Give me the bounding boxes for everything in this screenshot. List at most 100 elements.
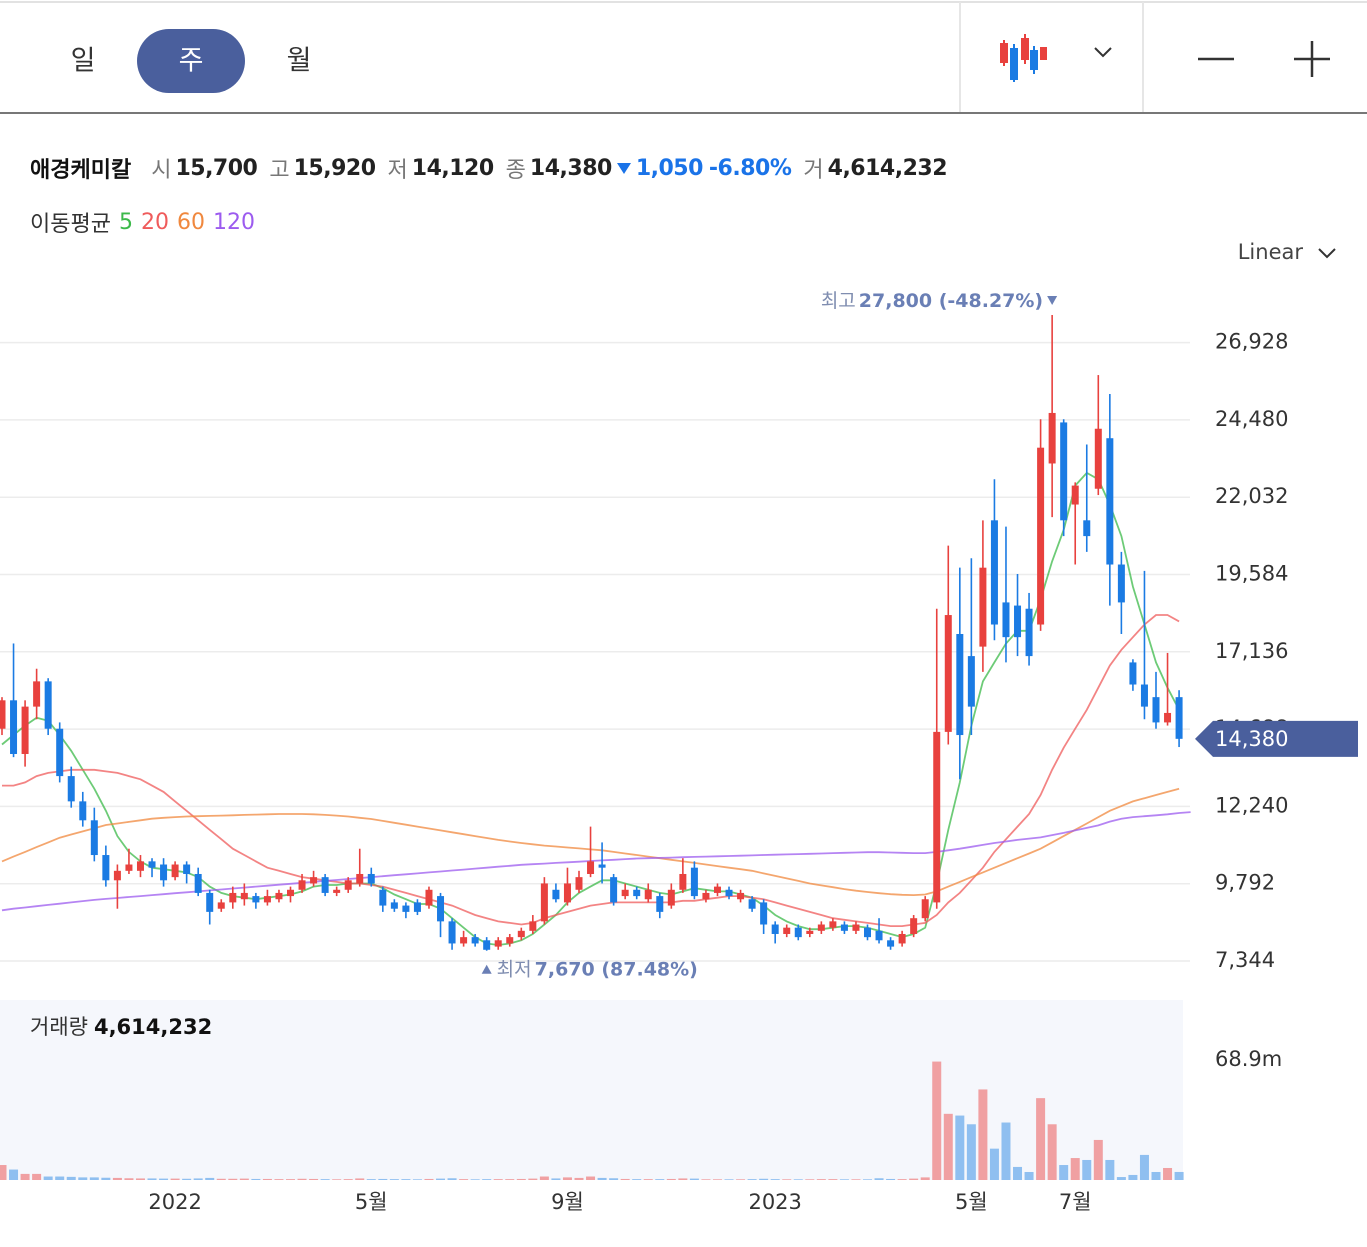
candle-body xyxy=(1175,697,1183,739)
scale-dropdown[interactable]: Linear xyxy=(1238,236,1339,268)
candle-body xyxy=(10,700,18,754)
volume-bar xyxy=(909,1178,919,1180)
y-tick-label: 24,480 xyxy=(1215,407,1288,431)
volume-bar xyxy=(401,1179,411,1180)
ma-line xyxy=(2,614,1180,927)
candle-body xyxy=(402,905,410,912)
volume-bar xyxy=(193,1178,203,1180)
volume-bar xyxy=(1024,1171,1034,1180)
candle-body xyxy=(679,873,687,890)
candle-body xyxy=(633,889,641,897)
tab-day[interactable]: 일 xyxy=(71,46,96,77)
volume-bar xyxy=(89,1177,99,1180)
candle-body xyxy=(44,681,52,729)
volume-bar xyxy=(412,1179,422,1180)
candle-body xyxy=(437,896,445,922)
candle-body xyxy=(206,892,214,912)
volume-bar xyxy=(516,1178,526,1180)
volume-bar xyxy=(1059,1165,1069,1180)
open-label: 시 xyxy=(151,158,172,183)
volume-tick-label: 68.9m xyxy=(1215,1047,1282,1071)
candle-body xyxy=(587,861,595,874)
volume-bar xyxy=(239,1178,249,1180)
candle-body xyxy=(56,728,64,777)
candle-body xyxy=(979,567,987,647)
candle-body xyxy=(737,892,745,900)
volume-bar xyxy=(828,1179,838,1180)
candle-body xyxy=(610,877,618,903)
candle-body xyxy=(852,924,860,931)
volume-bar xyxy=(309,1178,319,1180)
candle-body xyxy=(783,927,791,934)
tab-month[interactable]: 월 xyxy=(287,46,312,77)
volume-title: 거래량 4,614,232 xyxy=(30,1015,212,1039)
candle-body xyxy=(644,889,652,900)
candle-body xyxy=(1106,438,1114,565)
volume-bar xyxy=(643,1179,653,1180)
candle-body xyxy=(1140,684,1148,707)
volume-bar xyxy=(112,1177,122,1180)
candle-body xyxy=(171,864,179,878)
y-tick-label: 12,240 xyxy=(1215,793,1288,817)
volume-bar xyxy=(170,1178,180,1180)
volume-bar xyxy=(343,1179,353,1180)
candle-body xyxy=(390,902,398,909)
candle-body xyxy=(79,801,87,821)
volume-bar xyxy=(182,1178,192,1180)
ma-legend-item: 20 xyxy=(140,209,169,235)
zoom-in-button[interactable] xyxy=(1294,41,1330,77)
volume-bar xyxy=(78,1177,88,1180)
candle-body xyxy=(333,889,341,893)
candle-body xyxy=(794,927,802,938)
candle-body xyxy=(748,899,756,909)
down-arrow xyxy=(616,163,631,174)
volume-bar xyxy=(1082,1159,1092,1180)
candle-body xyxy=(471,937,479,944)
volume-bar xyxy=(632,1179,642,1180)
volume-bar xyxy=(147,1178,157,1180)
chart-type-chevron[interactable] xyxy=(1094,47,1112,58)
candle-body xyxy=(494,940,502,947)
volume-bar xyxy=(736,1179,746,1180)
candle-body xyxy=(194,873,202,893)
volume-bar xyxy=(1174,1171,1184,1180)
candle-body xyxy=(956,633,964,736)
candle-body xyxy=(771,924,779,934)
volume-bar xyxy=(66,1176,76,1180)
y-tick-label: 17,136 xyxy=(1215,639,1288,663)
volume-bar xyxy=(966,1124,976,1180)
volume-bar xyxy=(574,1177,584,1180)
low-annotation: 최저 7,670 (87.48%) xyxy=(497,958,698,980)
volume-bar xyxy=(101,1177,111,1180)
volume-bar xyxy=(805,1179,815,1180)
candle-body xyxy=(33,681,41,707)
candle-body xyxy=(263,896,271,903)
volume-bar xyxy=(886,1178,896,1180)
candle-body xyxy=(540,883,548,922)
candle-body xyxy=(806,930,814,934)
volume-bar xyxy=(251,1178,261,1180)
tab-week[interactable]: 주 xyxy=(179,46,204,77)
scale-label[interactable]: Linear xyxy=(1237,240,1303,264)
candle-body xyxy=(517,930,525,938)
volume-bar xyxy=(539,1176,549,1180)
volume-bar xyxy=(43,1176,53,1180)
chart-type-button[interactable] xyxy=(1000,34,1047,82)
current-price-tag xyxy=(1195,720,1358,757)
candle-body xyxy=(344,880,352,890)
tab-selected-bg[interactable] xyxy=(137,29,245,93)
candle-body xyxy=(933,731,941,903)
ma-legend-item: 5 xyxy=(118,209,133,235)
volume-bar xyxy=(863,1179,872,1180)
volume-bar xyxy=(262,1178,272,1180)
x-tick-label: 2022 xyxy=(148,1190,201,1214)
candle-body xyxy=(656,896,664,912)
candle-body xyxy=(690,867,698,897)
volume-bar xyxy=(366,1179,376,1180)
scale-chevron[interactable] xyxy=(1315,242,1339,262)
candle-body xyxy=(229,892,237,903)
close-value: 14,380 xyxy=(529,155,612,181)
volume-bar xyxy=(759,1178,769,1180)
candle-body xyxy=(379,889,387,906)
ma-legend-item: 120 xyxy=(212,209,255,235)
